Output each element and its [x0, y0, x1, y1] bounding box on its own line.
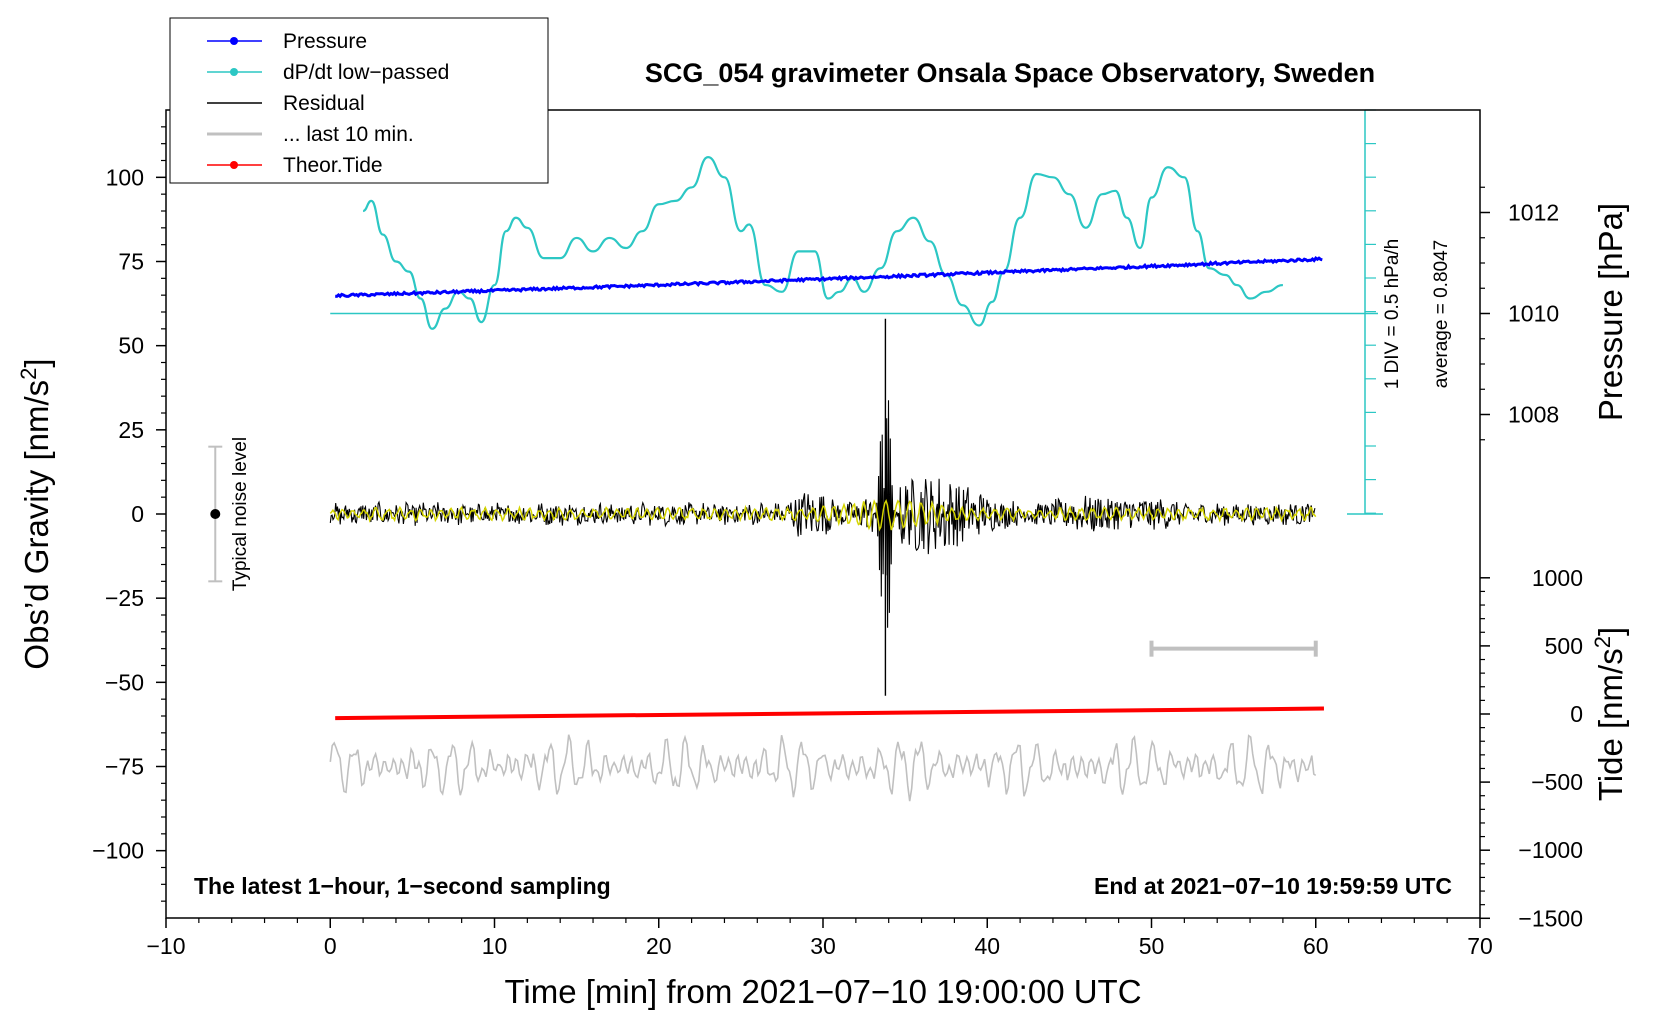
series-last-10-min-line — [329, 734, 1317, 802]
legend-marker — [230, 161, 238, 169]
y-tick-label: 50 — [118, 333, 144, 359]
pressure-div-note: 1 DIV = 0.5 hPa/h — [1382, 239, 1403, 390]
legend-label: ... last 10 min. — [283, 123, 414, 146]
y-axis-tide-title: Tide [nm/s2] — [1590, 627, 1629, 801]
x-tick-label: 30 — [810, 933, 836, 959]
pressure-average-note: average = 0.8047 — [1431, 240, 1452, 388]
series-residual-filtered-line — [329, 499, 1317, 532]
end-time-note: End at 2021−07−10 19:59:59 UTC — [1094, 873, 1452, 899]
x-tick-label: 20 — [646, 933, 672, 959]
legend-marker — [230, 37, 238, 45]
y-axis-left-title-sup: 2 — [16, 368, 41, 380]
traces-layer — [208, 109, 1383, 802]
y-axis-tide-title-close: ] — [1592, 627, 1629, 636]
x-tick-label: 10 — [482, 933, 508, 959]
x-tick-label: 40 — [974, 933, 1000, 959]
sampling-note: The latest 1−hour, 1−second sampling — [194, 873, 611, 899]
x-tick-label: 0 — [324, 933, 337, 959]
pressure-tick-label: 1010 — [1508, 301, 1559, 327]
y-axis-tide-title-text: Tide [nm/s — [1592, 648, 1629, 801]
tide-tick-label: −1500 — [1518, 905, 1583, 931]
y-tick-label: 0 — [131, 501, 144, 527]
x-tick-label: 60 — [1303, 933, 1329, 959]
tide-tick-label: 0 — [1570, 701, 1583, 727]
x-tick-label: 70 — [1467, 933, 1493, 959]
pressure-tick-label: 1012 — [1508, 200, 1559, 226]
y-tick-label: −25 — [105, 585, 144, 611]
y-tick-label: −100 — [92, 838, 144, 864]
legend: Pressure dP/dt low−passed Residual ... last… — [169, 17, 549, 184]
y-tick-label: −50 — [105, 669, 144, 695]
x-tick-label: −10 — [146, 933, 185, 959]
tide-tick-label: −500 — [1531, 769, 1583, 795]
tide-tick-label: −1000 — [1518, 837, 1583, 863]
series-residual-line — [329, 400, 1316, 628]
legend-label: Theor.Tide — [283, 154, 383, 177]
y-axis-left-title-close: ] — [18, 358, 55, 367]
legend-box — [169, 17, 549, 184]
y-axis-left-title-text: Obs’d Gravity [nm/s — [18, 380, 55, 670]
y-axis-left-title: Obs’d Gravity [nm/s2] — [16, 358, 55, 669]
y-tick-label: 25 — [118, 417, 144, 443]
tide-tick-label: 500 — [1545, 633, 1583, 659]
chart-title: SCG_054 gravimeter Onsala Space Observat… — [645, 58, 1375, 88]
y-tick-label: 75 — [118, 249, 144, 275]
legend-label: Pressure — [283, 30, 367, 53]
y-axis-pressure-title: Pressure [hPa] — [1592, 203, 1629, 421]
noise-level-dot — [210, 509, 221, 519]
y-tick-label: 100 — [106, 164, 144, 190]
tide-tick-label: 1000 — [1532, 565, 1583, 591]
pressure-tick-label: 1008 — [1508, 402, 1559, 428]
noise-level-label: Typical noise level — [230, 437, 251, 591]
legend-label: Residual — [283, 92, 365, 115]
y-axis-tide-title-sup: 2 — [1590, 636, 1615, 648]
x-tick-label: 50 — [1139, 933, 1165, 959]
series-pressure-line — [335, 255, 1323, 299]
y-tick-label: −75 — [105, 754, 144, 780]
ticks-layer: −10 0 10 20 30 40 50 60 701007550250−25−50−75−10… — [92, 126, 1583, 959]
legend-marker — [230, 68, 238, 76]
x-axis-title: Time [min] from 2021−07−10 19:00:00 UTC — [504, 973, 1141, 1010]
series-theor-tide-line — [335, 706, 1324, 721]
legend-label: dP/dt low−passed — [283, 61, 449, 84]
